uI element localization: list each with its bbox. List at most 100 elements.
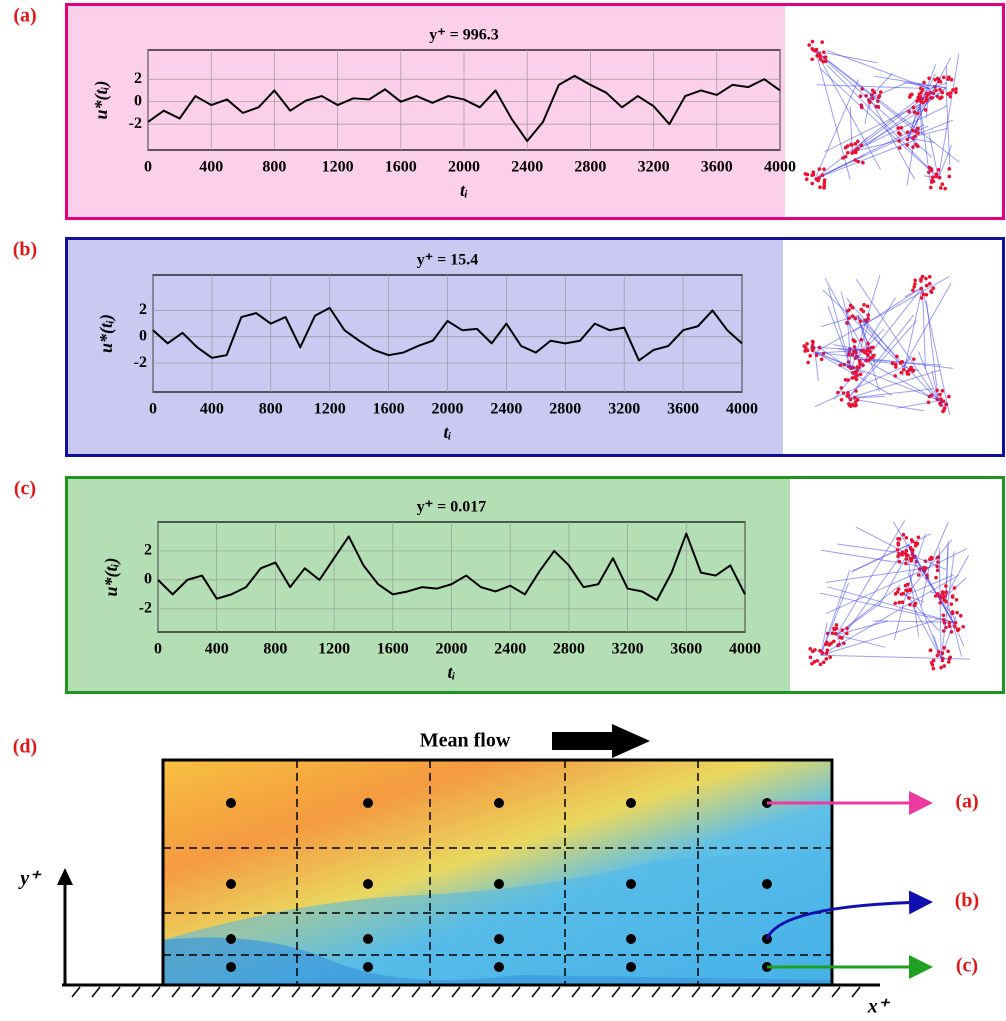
x-tick-label: 0: [154, 641, 162, 658]
network-node: [916, 535, 921, 540]
probe-dot: [494, 962, 504, 972]
network-edge: [940, 551, 955, 659]
network-edge: [814, 351, 953, 369]
panel-background: [65, 476, 790, 694]
network-node: [824, 657, 829, 661]
network-node: [810, 661, 814, 666]
network-node: [814, 177, 819, 181]
hatch-tick: [631, 986, 641, 998]
probe-dot: [626, 879, 636, 889]
network-edge: [820, 654, 971, 660]
network-node: [848, 397, 853, 402]
network-node: [896, 541, 901, 545]
x-tick-label: 2800: [574, 159, 606, 176]
network-node: [820, 173, 825, 178]
network-node: [907, 95, 912, 99]
network-node: [833, 631, 838, 636]
x-tick-label: 1200: [318, 641, 350, 658]
network-node: [926, 400, 931, 405]
network-node: [950, 595, 955, 599]
network-node: [853, 395, 857, 400]
network-edge: [836, 620, 889, 636]
network-node: [815, 658, 820, 663]
network-node: [810, 39, 815, 44]
hatch-tick: [751, 986, 761, 998]
x-axis-label: tᵢ: [443, 422, 451, 442]
network-node: [939, 596, 943, 600]
network-node: [949, 602, 954, 606]
network-node: [811, 340, 815, 345]
network-node: [938, 392, 942, 397]
y-axis-label: u*(tᵢ): [91, 80, 112, 119]
network-node: [855, 398, 860, 402]
y-axis-label: u*(tᵢ): [96, 314, 117, 353]
probe-dot: [363, 934, 373, 944]
x-tick-label: 4000: [764, 159, 796, 176]
network-node: [858, 94, 863, 98]
network-node: [845, 626, 849, 631]
hatch-tick: [131, 986, 141, 998]
x-tick-label: 2400: [490, 401, 522, 418]
y-axis-label: u*(tᵢ): [101, 557, 122, 596]
network-node: [940, 651, 945, 656]
x-tick-label: 400: [205, 641, 229, 658]
network-node: [905, 130, 910, 134]
network-node: [928, 281, 932, 286]
network-node: [913, 541, 918, 545]
network-node: [954, 87, 958, 91]
network-edge: [878, 553, 908, 606]
network-edge: [906, 104, 921, 186]
network-node: [940, 90, 945, 95]
network-node: [853, 316, 858, 321]
panel-border: [65, 3, 1005, 220]
network-node: [912, 285, 917, 289]
network-node: [919, 90, 923, 95]
network-node: [877, 94, 882, 98]
network-node: [942, 406, 947, 411]
network-edge: [897, 400, 939, 409]
hatch-tick: [651, 986, 661, 998]
network-node: [827, 643, 832, 647]
network-node: [847, 402, 851, 406]
network-edge: [820, 570, 851, 656]
network-node: [905, 137, 910, 142]
network-node: [942, 645, 946, 650]
network-node: [928, 648, 933, 653]
panel: (c) 0 400 800 1200 1600 2000 2400 2800 3200 3600 40…: [14, 476, 1005, 694]
x-tick-label: 800: [262, 159, 286, 176]
probe-points: [226, 798, 772, 972]
network-node: [847, 316, 851, 320]
network-edge: [824, 278, 865, 351]
network-node: [839, 397, 844, 402]
network-node: [810, 343, 815, 348]
network-node: [850, 376, 855, 380]
network-node: [923, 108, 928, 112]
network-edge: [845, 349, 939, 402]
network-node: [905, 143, 910, 147]
network-node: [899, 125, 904, 130]
hatch-tick: [91, 986, 101, 998]
y-tick-label: -2: [139, 600, 152, 617]
network-node: [931, 286, 936, 291]
network-edge: [945, 66, 948, 88]
y-arrow-head: [57, 868, 73, 885]
probe-dot: [226, 879, 236, 889]
network-node: [838, 635, 842, 640]
network-node: [940, 388, 945, 393]
network-node: [936, 560, 940, 564]
network-node: [911, 288, 915, 293]
network-node: [938, 186, 943, 190]
hatch-tick: [771, 986, 781, 998]
network-edge: [910, 602, 942, 659]
network-edge: [869, 97, 916, 180]
hatch-tick: [231, 986, 241, 998]
network-node: [866, 358, 871, 363]
network-node: [878, 90, 883, 94]
network-edge: [850, 275, 881, 370]
network-node: [933, 77, 937, 82]
network-node: [947, 167, 952, 171]
network-node: [895, 548, 900, 552]
network-node: [952, 586, 957, 590]
network-node: [911, 105, 916, 110]
